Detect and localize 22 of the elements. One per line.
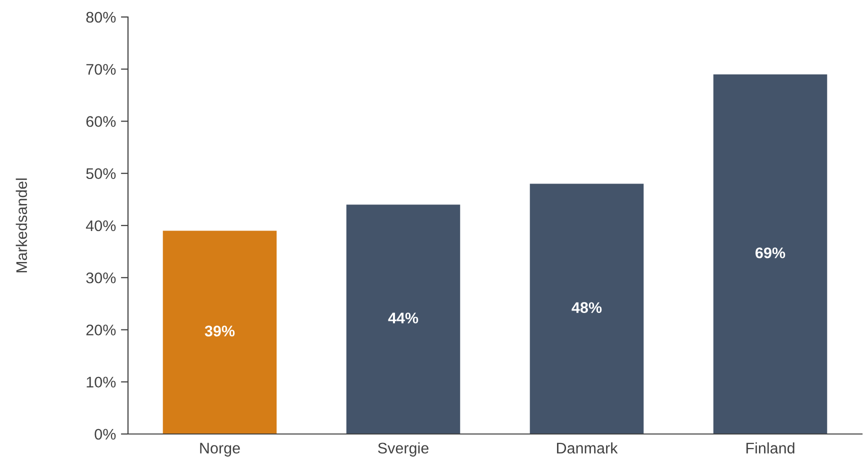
y-axis-title: Markedsandel <box>16 178 28 272</box>
data-label: 39% <box>204 326 235 336</box>
data-label: 44% <box>388 312 418 324</box>
y-tick-label: 50% <box>86 168 116 180</box>
data-label: 48% <box>572 302 602 313</box>
x-tick-label: Danmark <box>557 442 618 454</box>
y-tick-label: 80% <box>86 12 116 23</box>
x-tick-label: Norge <box>200 442 240 457</box>
y-tick-label: 20% <box>86 324 116 336</box>
y-tick-label: 30% <box>86 272 116 284</box>
bar <box>713 74 828 434</box>
bar <box>530 184 644 434</box>
y-tick-label: 40% <box>86 220 116 232</box>
x-tick-label: Finland <box>746 442 794 454</box>
bar <box>346 204 460 434</box>
x-tick-label: Svergie <box>378 442 428 457</box>
data-label: 69% <box>756 247 786 258</box>
y-tick-label: 70% <box>86 64 116 75</box>
y-tick-label: 0% <box>94 428 116 440</box>
y-tick-label: 10% <box>86 376 116 388</box>
y-tick-label: 60% <box>86 116 116 127</box>
bar <box>162 230 277 434</box>
